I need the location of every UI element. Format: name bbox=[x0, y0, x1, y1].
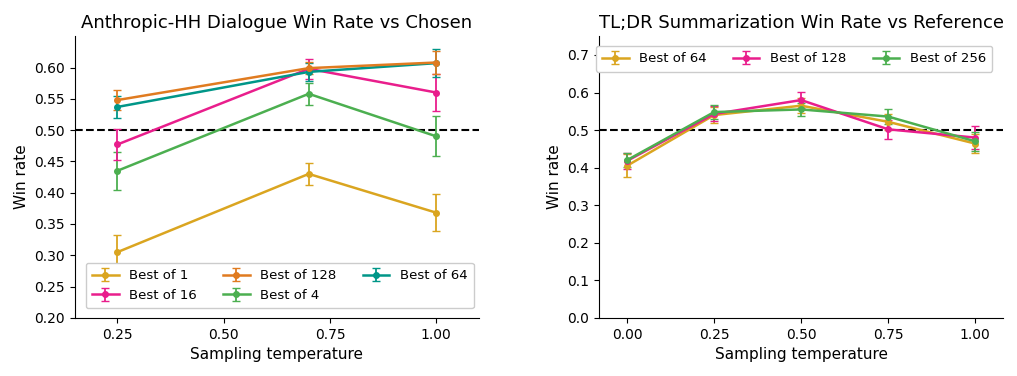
Legend: Best of 1, Best of 16, Best of 128, Best of 4, Best of 64: Best of 1, Best of 16, Best of 128, Best… bbox=[85, 262, 474, 308]
Y-axis label: Win rate: Win rate bbox=[547, 145, 562, 209]
Y-axis label: Win rate: Win rate bbox=[14, 145, 28, 209]
Title: TL;DR Summarization Win Rate vs Reference: TL;DR Summarization Win Rate vs Referenc… bbox=[599, 14, 1004, 32]
Legend: Best of 64, Best of 128, Best of 256: Best of 64, Best of 128, Best of 256 bbox=[596, 45, 993, 72]
Title: Anthropic-HH Dialogue Win Rate vs Chosen: Anthropic-HH Dialogue Win Rate vs Chosen bbox=[81, 14, 473, 32]
X-axis label: Sampling temperature: Sampling temperature bbox=[715, 347, 888, 362]
X-axis label: Sampling temperature: Sampling temperature bbox=[190, 347, 363, 362]
